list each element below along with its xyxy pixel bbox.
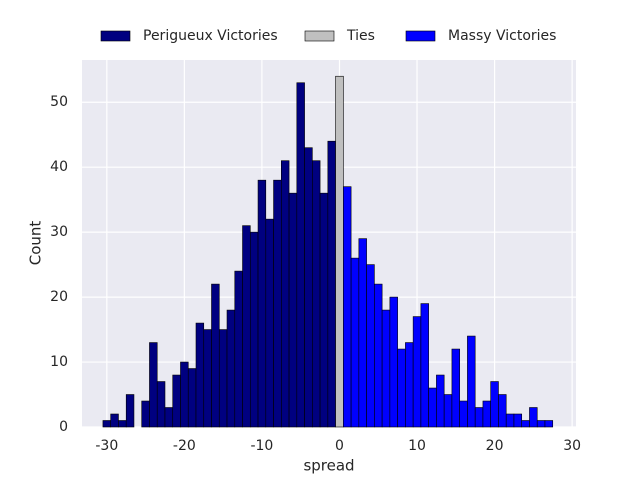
bar [521, 420, 530, 428]
bar [327, 140, 336, 428]
bar [211, 283, 220, 428]
bar [467, 335, 476, 428]
bar [498, 394, 507, 428]
bar [420, 303, 429, 428]
bar [288, 192, 298, 428]
y-tick-label: 10 [50, 354, 68, 370]
bar [343, 186, 352, 428]
bar [118, 420, 127, 428]
y-tick-label: 0 [59, 419, 68, 435]
bar [141, 400, 150, 428]
bar [218, 329, 228, 428]
x-tick-label: -10 [250, 438, 273, 454]
bar [544, 420, 554, 428]
y-axis-label: Count [27, 221, 45, 266]
bar [234, 270, 243, 428]
bar [281, 160, 290, 428]
bar [513, 413, 523, 428]
bar [350, 257, 360, 428]
bar [374, 283, 383, 428]
bar [265, 218, 274, 428]
bar [482, 400, 491, 428]
y-tick-label: 20 [50, 289, 68, 305]
bar [172, 374, 181, 428]
y-tick-label: 40 [50, 159, 68, 175]
legend-label: Perigueux Victories [143, 28, 278, 44]
y-tick-label: 50 [50, 94, 68, 110]
bar [412, 316, 422, 428]
bar [156, 381, 166, 428]
x-tick-label: -20 [173, 438, 196, 454]
bar [312, 160, 321, 428]
bar [474, 407, 484, 428]
bar [249, 231, 259, 428]
y-tick-label: 30 [50, 224, 68, 240]
legend-swatch [100, 30, 131, 42]
bar [505, 413, 515, 428]
bar [366, 264, 375, 428]
legend-label: Massy Victories [448, 28, 556, 44]
bar [443, 394, 453, 428]
legend-swatch [405, 30, 436, 42]
legend-label: Ties [346, 28, 375, 44]
bar [319, 192, 329, 428]
bar [335, 75, 344, 428]
bar [242, 225, 251, 428]
bar [304, 147, 313, 428]
bar [428, 387, 437, 428]
bar [203, 329, 212, 428]
bar [102, 420, 111, 428]
bar [110, 413, 119, 428]
x-axis-label: spread [303, 457, 354, 475]
legend-swatch [304, 30, 335, 42]
bar [358, 238, 367, 428]
x-tick-label: 10 [408, 438, 426, 454]
bar [490, 381, 499, 428]
bar [451, 348, 460, 428]
bar [459, 400, 468, 428]
bar [125, 394, 135, 428]
bar [529, 407, 538, 428]
bar [180, 361, 189, 428]
bar [381, 309, 391, 428]
bar [195, 322, 205, 428]
x-tick-label: 30 [563, 438, 581, 454]
bar [257, 179, 267, 428]
x-tick-label: 0 [335, 438, 344, 454]
bar [405, 342, 414, 428]
bar [296, 82, 305, 428]
x-tick-label: -30 [95, 438, 118, 454]
bar [226, 309, 236, 428]
bar [149, 342, 158, 428]
bar [536, 420, 546, 428]
bar [164, 407, 174, 428]
bar [397, 348, 406, 428]
x-tick-label: 20 [486, 438, 504, 454]
bar [187, 368, 197, 428]
bar [273, 179, 282, 428]
bar [389, 296, 398, 428]
bar [436, 374, 445, 428]
